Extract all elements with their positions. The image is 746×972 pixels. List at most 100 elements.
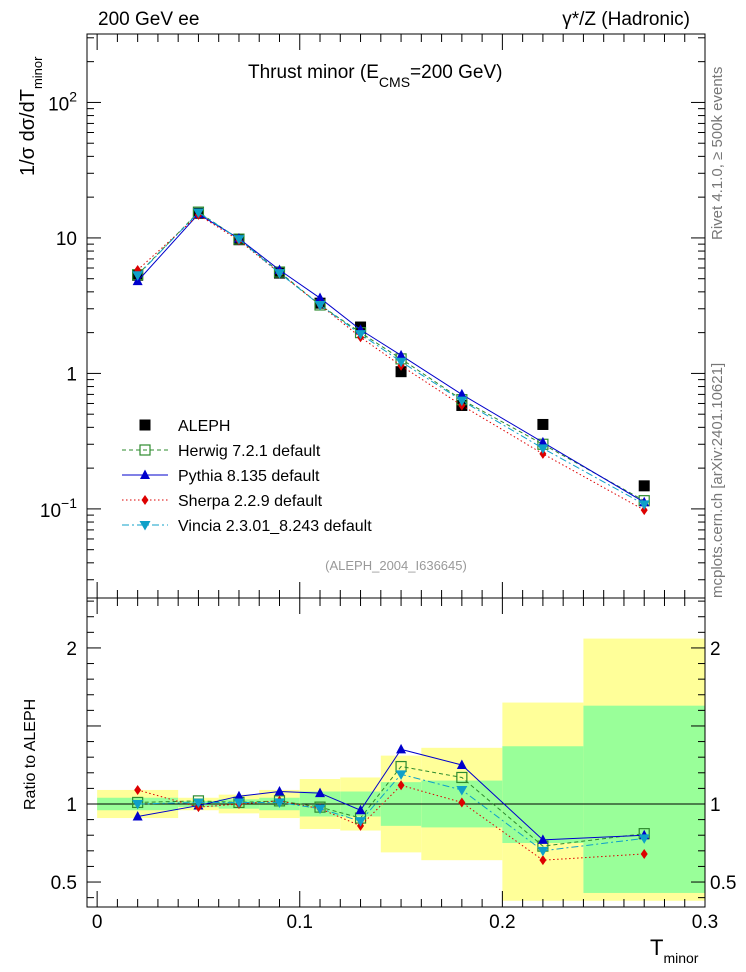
watermark: (ALEPH_2004_I636645) <box>325 558 467 573</box>
series-pythia <box>132 208 650 507</box>
band-green-bin <box>583 705 705 893</box>
data-point <box>537 436 548 447</box>
ratio-series-line <box>137 748 645 841</box>
data-point <box>355 330 367 340</box>
ratio-series-vincia <box>132 770 650 857</box>
legend-marker <box>139 419 151 431</box>
series-line <box>137 211 645 502</box>
y-tick-label: 10 <box>56 229 77 250</box>
data-point <box>315 292 326 303</box>
ratio-point <box>355 804 366 815</box>
ratio-y-tick-label: 2 <box>66 639 77 660</box>
data-point <box>638 480 650 492</box>
ratio-point <box>537 846 549 857</box>
legend-label: Herwig 7.2.1 default <box>178 443 321 460</box>
mcplots-label: mcplots.cern.ch [arXiv:2401.10621] <box>709 363 726 598</box>
ratio-y-tick-label: 0.5 <box>51 873 77 894</box>
legend-entry: Sherpa 2.2.9 default <box>122 493 323 510</box>
ratio-point <box>314 804 326 815</box>
ratio-plot: Ratio to ALEPH Tminor 0 0.1 0.2 0.3 2 2 1 1 0.5 0… <box>22 597 736 966</box>
data-point <box>638 500 650 510</box>
legend-entry: Pythia 8.135 default <box>122 468 320 485</box>
data-point <box>640 505 648 516</box>
legend-label: ALEPH <box>178 418 230 435</box>
ratio-y-tick-label-right: 1 <box>710 795 721 816</box>
ratio-series-line <box>137 773 645 852</box>
ratio-point <box>192 798 204 808</box>
legend-label: Vincia 2.3.01_8.243 default <box>178 518 372 535</box>
ratio-y-tick-label: 1 <box>66 795 77 816</box>
ratio-y-tick-label-right: 2 <box>710 639 721 660</box>
main-plot: Thrust minor (ECMS=200 GeV) 1/σ dσ/dTmin… <box>17 33 706 599</box>
main-ylabel: 1/σ dσ/dTminor <box>17 56 45 176</box>
main-title: Thrust minor (ECMS=200 GeV) <box>248 62 502 90</box>
series-line <box>137 211 645 505</box>
data-point <box>396 349 407 360</box>
ratio-frame <box>86 597 706 908</box>
header-right: γ*/Z (Hadronic) <box>562 9 690 30</box>
ratio-point <box>537 834 548 844</box>
ratio-point <box>458 797 466 808</box>
data-point <box>233 235 245 245</box>
rivet-label: Rivet 4.1.0, ≥ 500k events <box>709 67 726 240</box>
x-tick-label: 0.1 <box>287 912 313 933</box>
legend-entry: ALEPH <box>139 418 230 435</box>
ratio-point <box>233 798 245 808</box>
data-point <box>192 208 204 219</box>
legend-marker <box>141 495 149 505</box>
ratio-y-tick-label-right: 0.5 <box>710 873 736 894</box>
data-point <box>395 366 407 378</box>
x-tick-label: 0.2 <box>489 912 515 933</box>
legend-marker <box>139 444 151 456</box>
ratio-ylabel: Ratio to ALEPH <box>22 699 39 810</box>
ratio-point <box>397 780 405 791</box>
ratio-series-line <box>137 784 645 861</box>
ratio-point <box>273 798 285 808</box>
y-tick-label: 102 <box>48 88 77 115</box>
ratio-point <box>539 855 547 866</box>
ratio-point <box>134 784 142 795</box>
legend-entry: Vincia 2.3.01_8.243 default <box>122 518 372 535</box>
header-left: 200 GeV ee <box>98 9 199 30</box>
ratio-point <box>132 800 144 810</box>
data-point <box>539 448 547 459</box>
data-point <box>132 271 144 281</box>
legend-marker <box>140 469 150 479</box>
y-tick-label: 10−1 <box>40 495 77 522</box>
data-point <box>537 444 549 454</box>
legend-entry: Herwig 7.2.1 default <box>122 443 321 460</box>
ratio-point <box>315 787 326 798</box>
data-point <box>273 269 285 279</box>
x-tick-label: 0 <box>92 912 103 933</box>
ratio-point <box>274 786 285 796</box>
main-frame <box>86 33 706 599</box>
ratio-point <box>395 770 407 780</box>
data-point <box>537 418 549 430</box>
legend-label: Pythia 8.135 default <box>178 468 320 485</box>
band-green-bin <box>502 746 584 844</box>
series-line <box>137 214 645 511</box>
ratio-point <box>638 834 650 844</box>
legend: ALEPH Herwig 7.2.1 default Pythia 8.135 de… <box>122 418 372 535</box>
data-point <box>395 357 407 368</box>
y-tick-label: 1 <box>66 364 77 385</box>
ratio-point <box>233 790 244 801</box>
ratio-point <box>456 759 467 769</box>
series-herwig <box>132 206 650 507</box>
ratio-series-line <box>137 766 645 847</box>
ratio-point <box>456 785 468 796</box>
ratio-point <box>396 743 407 754</box>
series-vincia <box>132 208 650 510</box>
data-point <box>456 388 467 399</box>
data-point <box>314 300 326 311</box>
ratio-point <box>640 848 648 859</box>
legend-label: Sherpa 2.2.9 default <box>178 493 323 510</box>
ratio-point <box>456 771 468 784</box>
ratio-xlabel: Tminor <box>650 935 699 966</box>
ratio-point <box>132 810 143 821</box>
data-point <box>456 396 468 407</box>
ratio-point <box>355 817 367 827</box>
x-tick-label: 0.3 <box>692 912 718 933</box>
legend-marker <box>139 521 151 531</box>
